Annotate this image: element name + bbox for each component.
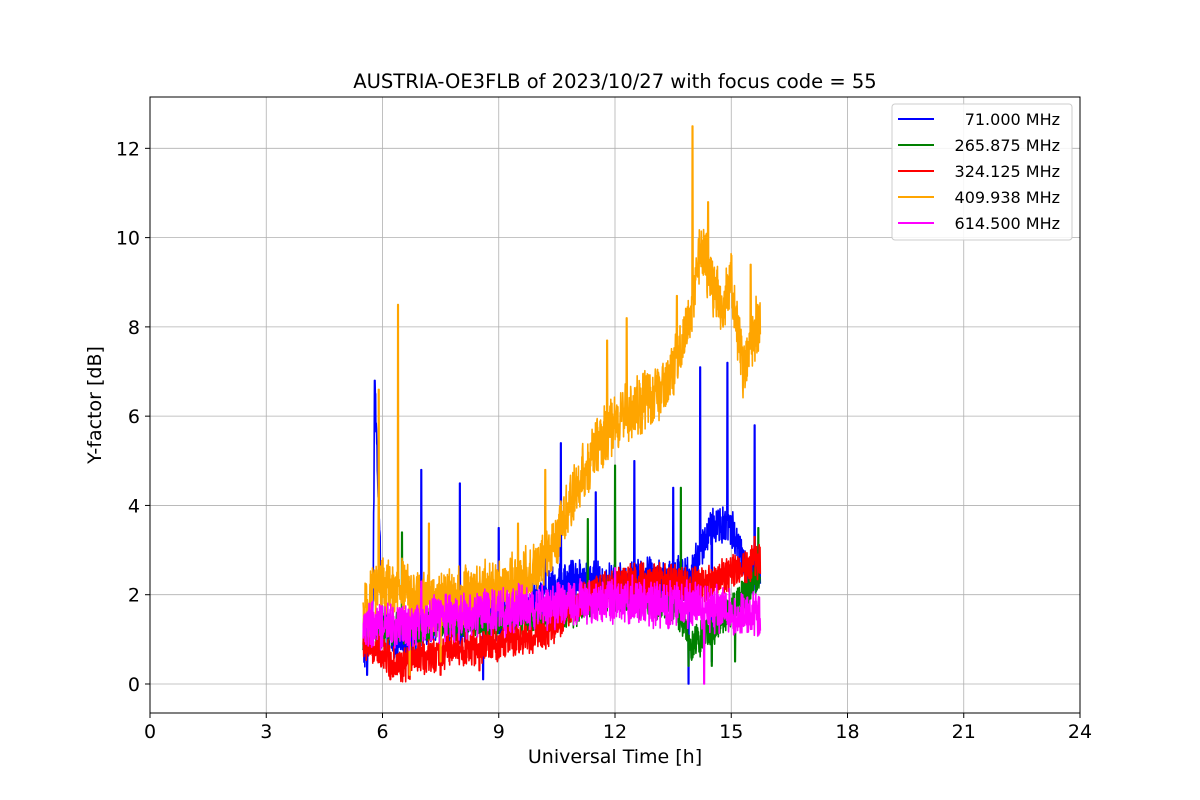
x-axis-label: Universal Time [h] (528, 746, 702, 768)
x-tick-label: 12 (603, 721, 627, 743)
chart-title: AUSTRIA-OE3FLB of 2023/10/27 with focus … (353, 70, 876, 93)
legend-label: 324.125 MHz (955, 162, 1060, 181)
series-lines (362, 125, 762, 685)
y-tick-label: 4 (128, 495, 140, 517)
legend-label: 614.500 MHz (955, 214, 1060, 233)
y-tick-label: 0 (128, 674, 140, 696)
y-axis-label: Y-factor [dB] (84, 346, 106, 465)
x-tick-label: 18 (835, 721, 859, 743)
legend-box (891, 103, 1073, 241)
legend: 71.000 MHz 265.875 MHz 324.125 MHz 409.938 … (891, 103, 1073, 241)
x-tick-label: 9 (493, 721, 505, 743)
x-tick-label: 0 (144, 721, 156, 743)
legend-label: 71.000 MHz (965, 110, 1060, 129)
y-tick-label: 12 (116, 138, 140, 160)
series-line-614-500-mhz (362, 567, 762, 685)
x-tick-label: 15 (719, 721, 743, 743)
x-tick-label: 3 (260, 721, 272, 743)
x-tick-label: 24 (1068, 721, 1092, 743)
y-tick-label: 6 (128, 406, 140, 428)
legend-label: 265.875 MHz (955, 136, 1060, 155)
y-tick-label: 8 (128, 317, 140, 339)
x-tick-label: 6 (376, 721, 388, 743)
legend-label: 409.938 MHz (955, 188, 1060, 207)
y-tick-label: 10 (116, 228, 140, 250)
y-tick-label: 2 (128, 585, 140, 607)
series-line-409-938-mhz (362, 125, 762, 676)
x-tick-label: 21 (952, 721, 976, 743)
